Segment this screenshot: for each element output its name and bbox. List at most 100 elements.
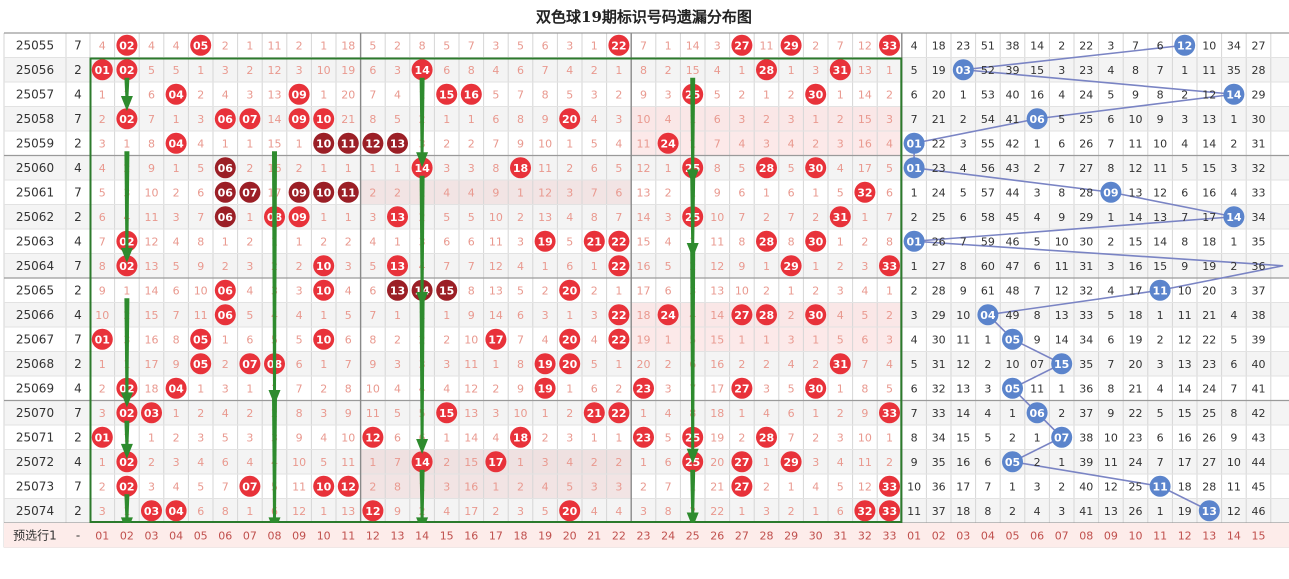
miss-count: 2 [615,382,622,395]
miss-count: 3 [1058,505,1065,518]
miss-count: 1 [296,235,303,248]
red-ball [731,475,753,497]
miss-count: 2 [788,309,795,322]
ball-number: 22 [611,407,626,420]
miss-count: 1 [443,309,450,322]
red-ball [657,132,679,154]
miss-count: 1 [1058,382,1065,395]
miss-count: 27 [1202,456,1216,469]
miss-count: 7 [615,211,622,224]
miss-count: 5 [591,137,598,150]
miss-count: 4 [837,309,844,322]
red-ball [165,83,187,105]
miss-count: 8 [1230,407,1237,420]
miss-count: 4 [566,211,573,224]
footer-number: 28 [760,529,774,542]
red-ball [288,83,310,105]
miss-count: 1 [738,407,745,420]
miss-count: 7 [394,456,401,469]
miss-count: 1 [763,456,770,469]
miss-count: 3 [566,431,573,444]
ball-number: 20 [562,505,578,518]
miss-count: 41 [1006,113,1020,126]
miss-count: 22 [1129,407,1143,420]
ball-number: 21 [587,407,602,420]
miss-count: 2 [566,407,573,420]
miss-count: 2 [665,358,672,371]
miss-count: 18 [341,39,355,52]
miss-count: 15 [145,309,159,322]
miss-count: 12 [268,64,282,77]
miss-count: 39 [1252,333,1266,346]
ball-number: 19 [537,358,552,371]
miss-count: 1 [492,480,499,493]
miss-count: 8 [714,162,721,175]
miss-count: 2 [1230,137,1237,150]
miss-count: 3 [591,88,598,101]
miss-count: 1 [738,505,745,518]
blue-ball [903,157,925,179]
miss-count: 7 [443,260,450,273]
miss-count: 1 [812,260,819,273]
miss-count: 14 [1030,39,1044,52]
miss-count: 1 [222,137,229,150]
miss-count: 1 [1181,64,1188,77]
footer-number: 11 [341,529,355,542]
ball-number: 02 [119,456,134,469]
ball-number: 22 [611,309,626,322]
miss-count: 6 [197,505,204,518]
miss-count: 1 [99,358,106,371]
miss-count: 12 [710,260,724,273]
ball-number: 09 [291,113,306,126]
footer-number: 09 [1104,529,1118,542]
footer-number: 05 [194,529,208,542]
period-label: 25073 [16,479,54,493]
miss-count: 14 [956,407,970,420]
miss-count: 3 [738,113,745,126]
miss-count: 8 [492,162,499,175]
miss-count: 3 [246,88,253,101]
miss-count: 2 [1058,407,1065,420]
red-ball [657,304,679,326]
miss-count: 1 [320,358,327,371]
footer-number: 31 [833,529,847,542]
miss-count: 22 [932,137,946,150]
ball-number: 30 [808,88,824,101]
ball-number: 07 [242,186,257,199]
row-band [4,400,1289,425]
miss-count: 5 [369,260,376,273]
miss-count: 2 [542,284,549,297]
footer-number: 33 [883,529,897,542]
ball-number: 06 [218,284,234,297]
miss-count: 1 [738,333,745,346]
miss-count: 7 [492,137,499,150]
blue-ball [1198,500,1220,522]
sum-value: 4 [74,234,82,248]
miss-count: 1 [566,137,573,150]
green-arrow-head [120,95,133,111]
miss-count: 18 [145,382,159,395]
miss-count: 20 [710,456,724,469]
miss-count: 17 [145,358,159,371]
miss-count: 1 [517,456,524,469]
miss-count: 5 [197,162,204,175]
miss-count: 35 [1079,358,1093,371]
ball-number: 16 [464,88,480,101]
red-ball [239,108,261,130]
miss-count: 2 [1034,456,1041,469]
miss-count: 35 [1227,64,1241,77]
ball-number: 04 [168,505,184,518]
ball-number: 22 [611,235,626,248]
miss-count: 51 [981,39,995,52]
miss-count: 12 [1153,186,1167,199]
miss-count: 6 [173,284,180,297]
miss-count: 39 [1006,64,1020,77]
miss-count: 37 [1079,407,1093,420]
miss-count: 5 [173,260,180,273]
ball-number: 12 [365,431,380,444]
miss-count: 3 [517,505,524,518]
blue-ball [1026,108,1048,130]
miss-count: 1 [812,333,819,346]
miss-count: 7 [861,358,868,371]
miss-count: 1 [394,235,401,248]
